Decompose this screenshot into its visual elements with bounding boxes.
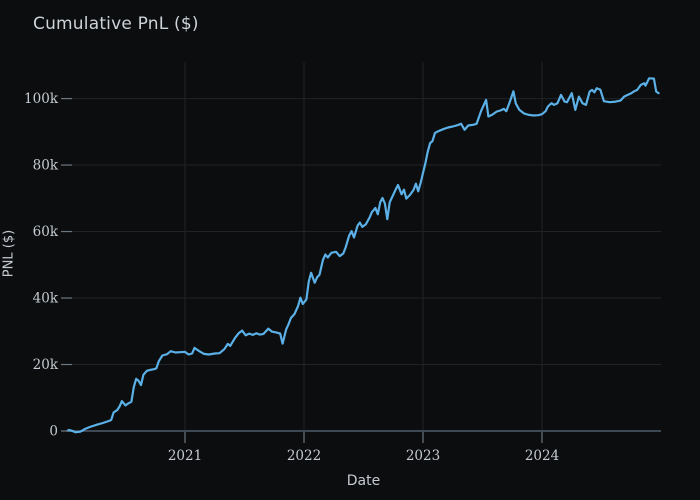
y-tick-label: 100k	[24, 91, 59, 107]
x-tick-label: 2021	[168, 448, 202, 464]
x-tick-label: 2024	[525, 448, 559, 464]
y-axis-label: PNL ($)	[1, 229, 17, 278]
chart-title: Cumulative PnL ($)	[33, 14, 199, 34]
y-tick-label: 80k	[33, 158, 59, 174]
x-tick-label: 2022	[287, 448, 321, 464]
x-axis-label: Date	[346, 473, 381, 489]
pnl-line-series	[67, 77, 660, 434]
y-tick-label: 20k	[33, 357, 59, 373]
y-tick-label: 60k	[33, 224, 59, 240]
y-tick-label: 40k	[33, 291, 59, 307]
x-tick-label: 2023	[406, 448, 440, 464]
y-tick-label: 0	[49, 424, 58, 440]
